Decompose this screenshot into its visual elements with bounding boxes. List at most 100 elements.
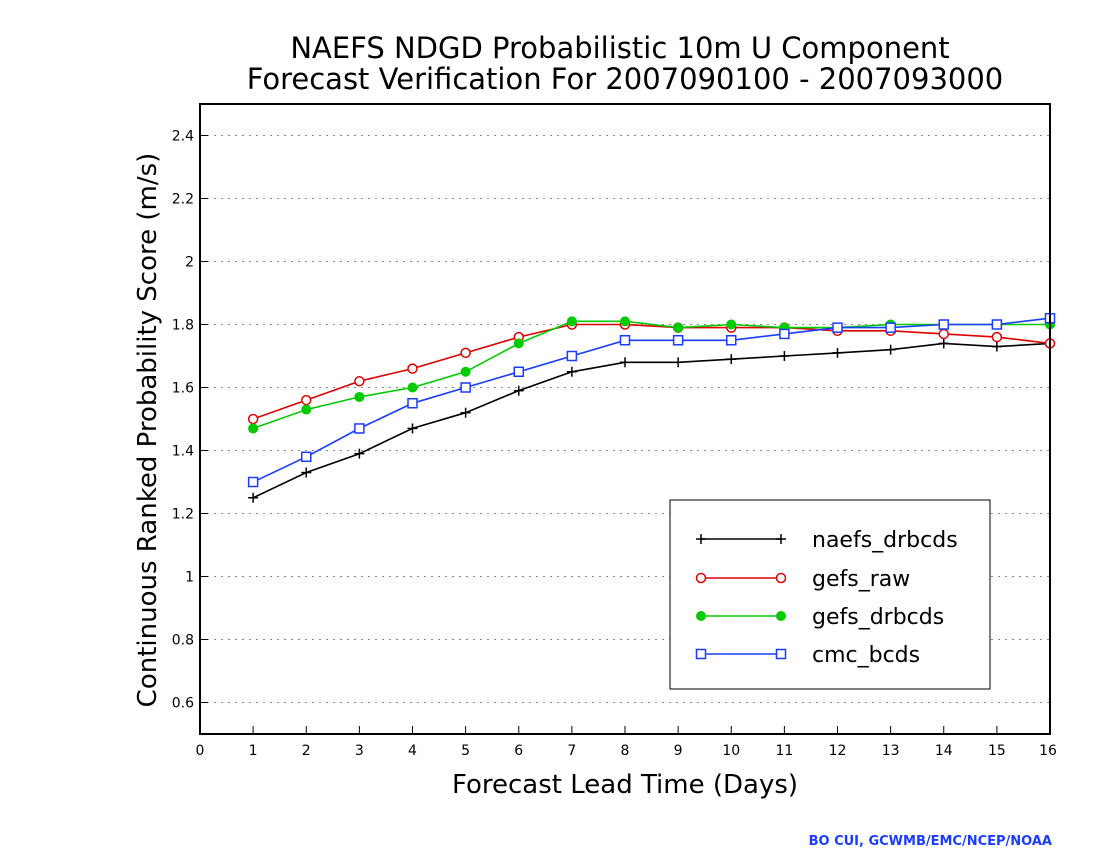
- x-tick-label: 16: [1039, 743, 1057, 759]
- data-point: [672, 335, 684, 346]
- x-tick-label: 13: [882, 743, 900, 759]
- legend-label: gefs_raw: [812, 567, 910, 592]
- series-gefs_drbcds: [248, 316, 1055, 434]
- y-tick-label: 1.8: [172, 318, 194, 334]
- data-point: [248, 492, 259, 503]
- data-point: [354, 448, 365, 459]
- legend-entry: naefs_drbcds: [696, 528, 958, 553]
- data-point: [301, 467, 312, 478]
- data-point: [832, 322, 843, 333]
- data-point: [885, 322, 896, 333]
- data-point: [354, 375, 365, 387]
- x-tick-label: 11: [775, 743, 793, 759]
- y-tick-label: 1.6: [172, 381, 194, 397]
- data-point: [407, 398, 418, 409]
- data-point: [407, 363, 418, 374]
- data-point: [779, 328, 790, 340]
- chart-title-line2: Forecast Verification For 2007090100 - 2…: [247, 62, 1004, 96]
- legend-entries: naefs_drbcds gefs_raw gefs_drbcds cmc_bcds: [695, 528, 958, 668]
- data-point: [248, 423, 259, 434]
- data-point: [938, 328, 949, 340]
- x-tick-label: 6: [514, 743, 523, 759]
- x-tick-label: 8: [621, 743, 630, 759]
- data-point: [354, 423, 365, 434]
- legend-box: [669, 499, 991, 690]
- series-line: [252, 320, 1050, 430]
- series-layer: [247, 312, 1056, 503]
- credit-text: BO CUI, GCWMB/EMC/NCEP/NOAA: [809, 834, 1052, 849]
- data-point: [407, 423, 418, 434]
- legend-marker: [696, 611, 706, 621]
- x-tick-label: 0: [196, 743, 205, 759]
- data-point: [885, 344, 896, 355]
- data-point: [566, 316, 577, 327]
- data-point: [938, 338, 949, 349]
- data-point: [513, 385, 524, 396]
- data-point: [354, 391, 365, 402]
- data-point: [726, 354, 737, 365]
- x-tick-label: 1: [249, 743, 258, 759]
- legend-entry: gefs_raw: [695, 567, 910, 592]
- data-point: [991, 341, 1002, 352]
- x-tick-label: 15: [988, 743, 1006, 759]
- legend-marker: [695, 648, 707, 660]
- x-tick-label: 9: [674, 743, 683, 759]
- x-tick-label: 10: [722, 743, 740, 759]
- series-line: [252, 317, 1051, 483]
- legend-marker: [695, 572, 707, 584]
- y-axis-ticks: 0.6 0.8 1 1.2 1.4 1.6 1.8 2 2.2 2.4: [172, 129, 208, 712]
- y-tick-label: 1: [185, 570, 194, 586]
- data-point: [247, 413, 259, 425]
- data-point: [991, 319, 1003, 330]
- x-axis-label: Forecast Lead Time (Days): [452, 770, 798, 800]
- y-axis-label: Continuous Ranked Probability Score (m/s…: [133, 153, 163, 708]
- data-point: [301, 404, 312, 415]
- y-tick-label: 1.4: [172, 444, 194, 460]
- y-tick-label: 2: [185, 255, 194, 271]
- plot-frame: [199, 103, 1051, 735]
- data-point: [513, 366, 524, 377]
- y-tick-label: 0.8: [172, 633, 194, 649]
- data-point: [460, 382, 471, 393]
- data-point: [513, 338, 524, 349]
- data-point: [247, 476, 259, 488]
- data-point: [779, 351, 790, 361]
- data-point: [673, 322, 684, 333]
- data-point: [620, 316, 630, 327]
- legend-entry: cmc_bcds: [695, 643, 920, 668]
- y-tick-label: 1.2: [172, 507, 194, 523]
- legend-marker: [775, 648, 787, 660]
- legend-label: naefs_drbcds: [812, 528, 958, 553]
- x-tick-label: 5: [461, 743, 470, 759]
- x-tick-label: 12: [829, 743, 847, 759]
- x-tick-label: 2: [302, 743, 311, 759]
- y-tick-label: 2.4: [172, 129, 194, 145]
- x-axis-ticks: 0 1 2 3 4 5 6 7 8 9 10 11 12 13 14 15 16: [196, 726, 1057, 759]
- data-point: [460, 347, 471, 359]
- legend: naefs_drbcds gefs_raw gefs_drbcds cmc_bcds: [669, 499, 991, 690]
- legend-marker: [776, 611, 786, 621]
- data-point: [460, 407, 471, 418]
- data-point: [726, 335, 737, 346]
- series-cmc_bcds: [247, 312, 1056, 488]
- legend-label: gefs_drbcds: [812, 605, 944, 630]
- legend-marker: [776, 534, 786, 544]
- data-point: [619, 335, 631, 346]
- x-tick-label: 3: [355, 743, 364, 759]
- data-point: [726, 319, 737, 330]
- data-point: [566, 350, 578, 362]
- data-point: [832, 347, 843, 358]
- series-gefs_raw: [247, 319, 1056, 425]
- x-tick-label: 4: [408, 743, 417, 759]
- data-point: [301, 451, 312, 463]
- data-point: [460, 366, 471, 377]
- chart-title-line1: NAEFS NDGD Probabilistic 10m U Component: [290, 31, 949, 65]
- legend-marker: [775, 572, 787, 584]
- data-point: [566, 366, 577, 377]
- x-tick-label: 14: [935, 743, 953, 759]
- legend-entry: gefs_drbcds: [696, 605, 944, 630]
- legend-marker: [696, 534, 706, 544]
- y-tick-label: 2.2: [172, 192, 194, 208]
- series-naefs_drbcds: [248, 338, 1055, 503]
